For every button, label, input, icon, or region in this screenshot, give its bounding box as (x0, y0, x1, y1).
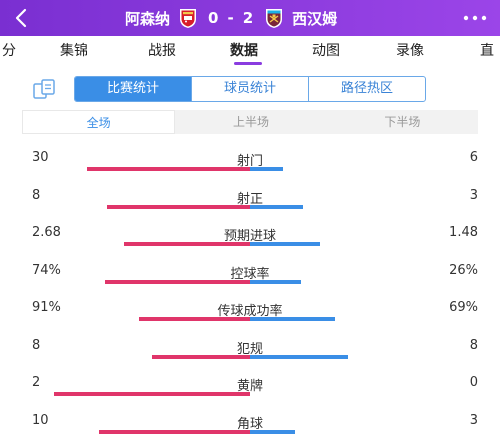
away-stat-value: 8 (469, 337, 478, 353)
stat-label: 犯规 (236, 341, 263, 357)
away-stat-bar (250, 242, 320, 246)
full-match-tab[interactable]: 全场 (22, 110, 176, 134)
active-tab-indicator (234, 62, 262, 65)
away-team-name: 西汉姆 (292, 9, 338, 28)
tab-highlights[interactable]: 集锦 (60, 43, 88, 59)
match-header: 阿森纳 0 - 2 西汉姆 (0, 0, 500, 36)
home-stat-bar (139, 317, 250, 321)
home-team-name: 阿森纳 (125, 9, 171, 28)
home-stat-bar (124, 242, 250, 246)
stat-row: 2.68 预期进球 1.48 (0, 225, 500, 263)
away-score: 2 (242, 9, 255, 27)
score-separator: - (227, 9, 235, 27)
away-stat-bar (250, 354, 348, 359)
away-stat-value: 0 (469, 375, 478, 390)
period-switcher: 全场 上半场 下半场 (22, 110, 478, 134)
home-stat-bar (87, 167, 250, 171)
tab-report[interactable]: 战报 (148, 43, 176, 59)
tab-data[interactable]: 数据 (230, 43, 258, 59)
home-stat-value: 8 (32, 337, 41, 353)
stat-label: 角球 (236, 416, 263, 432)
home-stat-value: 30 (32, 150, 49, 165)
match-stats-button[interactable]: 比赛统计 (75, 77, 192, 101)
stat-label: 预期进球 (223, 229, 276, 244)
home-stat-value: 91% (32, 300, 61, 315)
away-stat-bar (250, 429, 295, 434)
stat-label: 控球率 (230, 266, 270, 282)
match-title: 阿森纳 0 - 2 西汉姆 (125, 0, 337, 36)
stat-label: 传球成功率 (217, 304, 283, 319)
stat-row: 8 犯规 8 (0, 338, 500, 376)
stat-row: 2 黄牌 0 (0, 375, 500, 413)
section-tabs: 分 集锦 战报 数据 动图 录像 直 (0, 36, 500, 64)
home-stat-value: 8 (32, 187, 41, 203)
away-stat-value: 69% (449, 300, 478, 315)
stat-row: 8 射正 3 (0, 188, 500, 226)
tab-partial-left[interactable]: 分 (2, 43, 16, 59)
home-score: 0 (208, 9, 220, 27)
more-dots-icon[interactable] (462, 12, 488, 24)
heatmap-button[interactable]: 路径热区 (340, 81, 393, 96)
away-stat-bar (250, 204, 303, 209)
away-stat-bar (250, 317, 335, 321)
layout-toggle-icon[interactable] (32, 78, 58, 102)
player-stats-button[interactable]: 球员统计 (192, 77, 309, 101)
home-stat-bar (107, 204, 250, 209)
stat-row: 10 角球 3 (0, 413, 500, 440)
home-stat-value: 74% (32, 262, 61, 278)
home-stat-bar (105, 279, 250, 284)
stat-label: 射门 (236, 154, 263, 169)
chevron-left-icon[interactable] (10, 6, 34, 30)
stat-label: 射正 (236, 191, 263, 207)
away-stat-value: 3 (469, 412, 478, 428)
home-stat-value: 2 (32, 375, 41, 390)
stat-row: 30 射门 6 (0, 150, 500, 188)
home-stat-bar (152, 354, 250, 359)
stat-row: 91% 传球成功率 69% (0, 300, 500, 338)
home-stat-bar (54, 392, 250, 396)
second-half-tab[interactable]: 下半场 (384, 115, 421, 129)
tab-gifs[interactable]: 动图 (312, 43, 340, 59)
tab-replay[interactable]: 录像 (396, 43, 424, 59)
west-ham-crest-icon (266, 9, 283, 28)
stats-type-switcher: 比赛统计 球员统计 路径热区 (74, 76, 426, 102)
tab-partial-right[interactable]: 直 (480, 43, 494, 59)
first-half-tab[interactable]: 上半场 (232, 115, 269, 129)
stat-row: 74% 控球率 26% (0, 263, 500, 301)
home-stat-value: 2.68 (32, 225, 61, 240)
away-stat-value: 3 (469, 187, 478, 203)
home-stat-value: 10 (32, 412, 49, 428)
away-stat-value: 26% (449, 262, 478, 278)
away-stat-value: 6 (469, 150, 478, 165)
arsenal-crest-icon (180, 9, 197, 28)
away-stat-bar (250, 279, 301, 284)
away-stat-value: 1.48 (449, 225, 478, 240)
stat-label: 黄牌 (236, 379, 263, 394)
away-stat-bar (250, 167, 283, 171)
home-stat-bar (99, 429, 250, 434)
